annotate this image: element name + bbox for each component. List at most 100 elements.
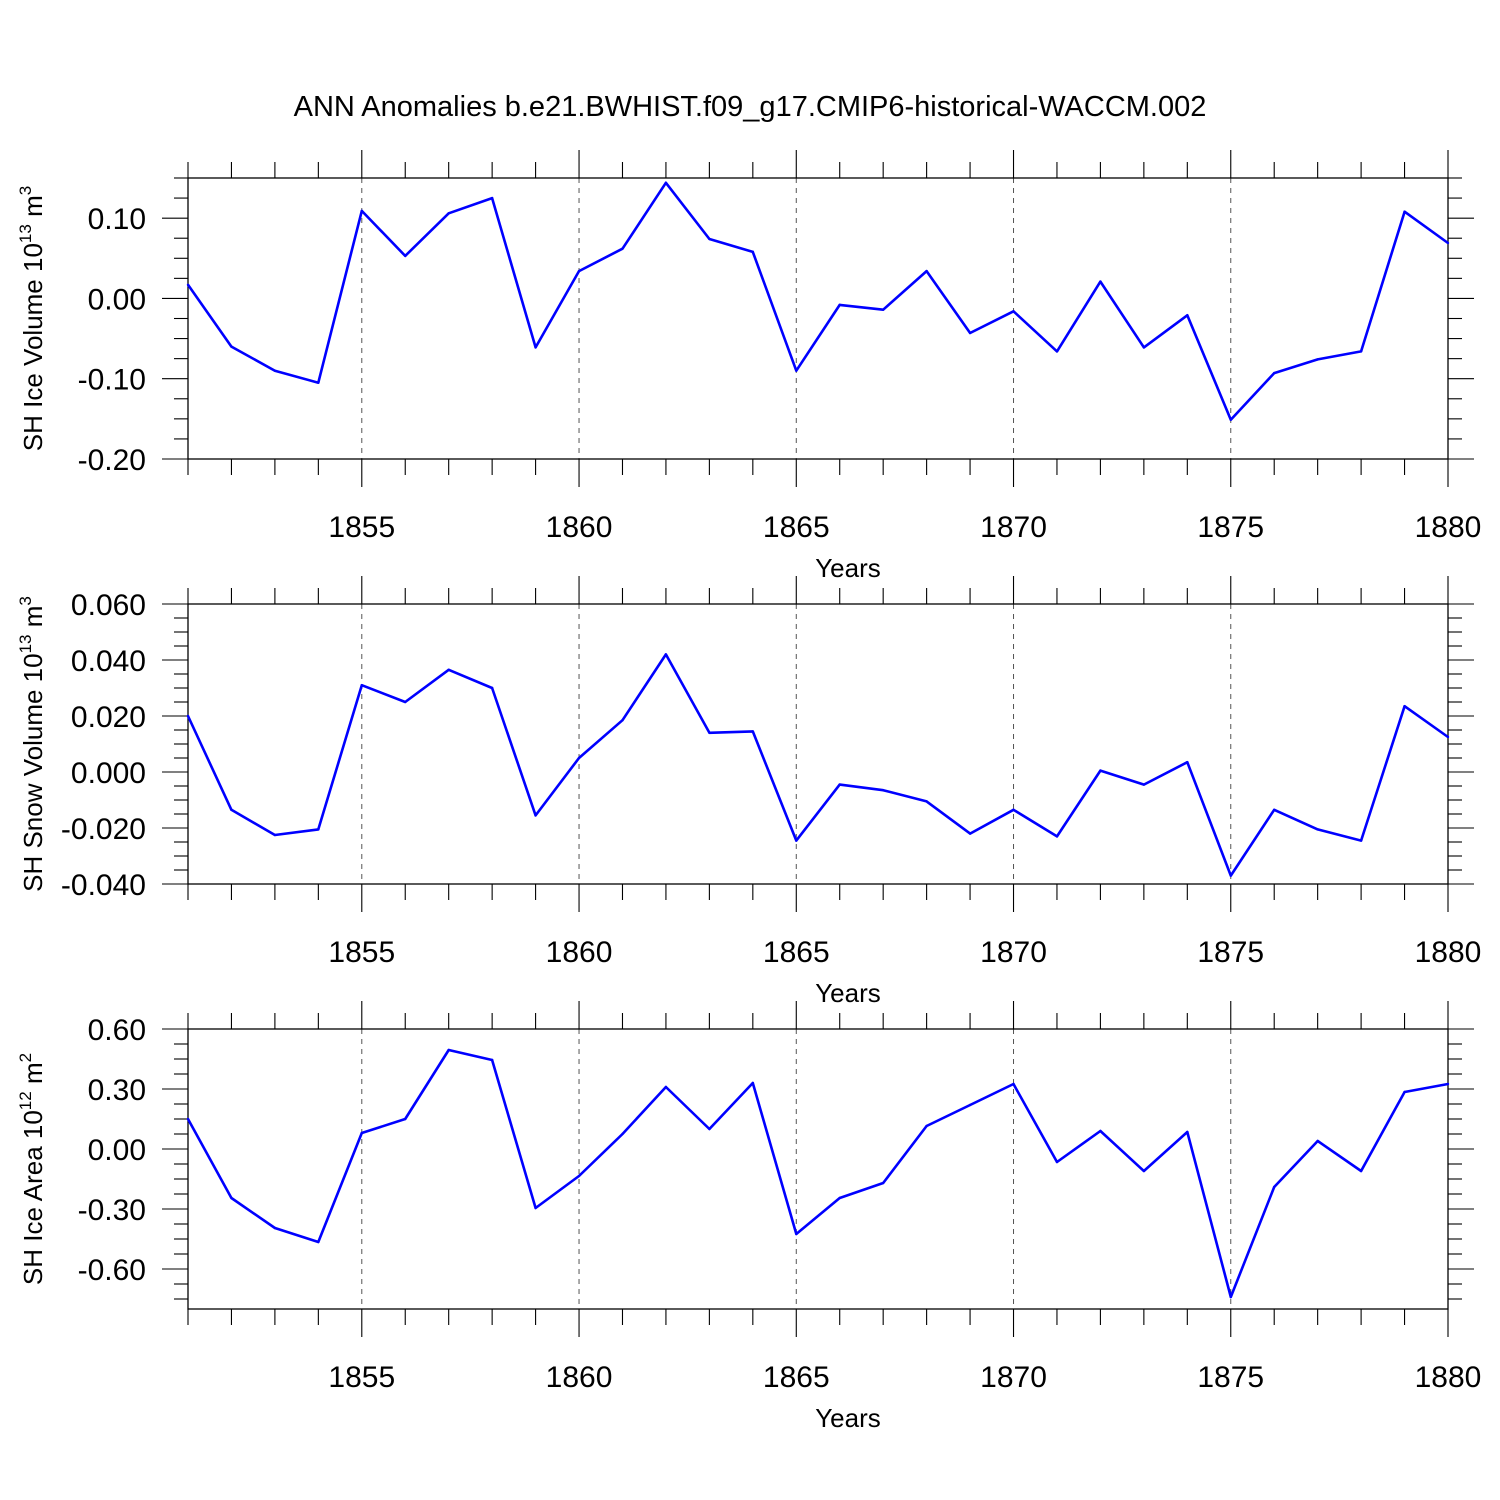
- data-point: [317, 828, 320, 831]
- x-tick-label: 1865: [763, 511, 830, 544]
- data-point: [1142, 346, 1146, 349]
- y-tick-label: -0.60: [78, 1254, 146, 1287]
- y-axis-label: SH Ice Volume 1013 m3: [16, 186, 48, 451]
- y-tick-label: -0.20: [78, 444, 146, 477]
- series-line: [186, 181, 1449, 422]
- data-point: [273, 369, 277, 372]
- data-point: [881, 1181, 885, 1185]
- data-point: [1012, 310, 1015, 313]
- data-point: [186, 1117, 190, 1121]
- data-point: [621, 247, 624, 250]
- x-tick-label: 1855: [328, 511, 395, 544]
- y-tick-label: 0.000: [71, 757, 146, 790]
- y-tick-label: 0.060: [71, 589, 146, 622]
- data-point: [1055, 1160, 1059, 1164]
- data-point: [230, 345, 233, 348]
- data-point: [360, 1131, 363, 1135]
- x-tick-label: 1875: [1197, 936, 1264, 969]
- data-point: [447, 668, 450, 671]
- plot-frame: [187, 177, 1449, 460]
- y-tick-label: 0.00: [88, 1134, 146, 1167]
- data-point: [664, 653, 668, 656]
- data-point: [447, 1048, 450, 1052]
- y-tick-label: -0.040: [61, 869, 146, 902]
- data-point: [881, 789, 885, 792]
- x-tick-label: 1860: [546, 1361, 613, 1394]
- x-axis-label: Years: [815, 978, 881, 1008]
- data-point: [1446, 1082, 1450, 1086]
- data-point: [534, 814, 537, 817]
- data-point: [751, 1081, 755, 1085]
- plot-frame: [187, 1028, 1449, 1310]
- x-tick-label: 1880: [1415, 1361, 1482, 1394]
- data-point: [1273, 1185, 1276, 1189]
- y-axis-label: SH Snow Volume 1013 m3: [16, 596, 48, 892]
- y-tick-label: 0.00: [88, 283, 146, 316]
- data-point: [708, 731, 711, 734]
- data-point: [838, 1196, 841, 1200]
- data-point: [925, 269, 928, 273]
- data-point: [1186, 314, 1189, 317]
- data-point: [1229, 418, 1232, 421]
- data-point: [447, 212, 450, 215]
- data-point: [664, 1085, 668, 1089]
- data-point: [317, 381, 320, 384]
- data-point: [1273, 371, 1276, 375]
- x-tick-label: 1870: [980, 936, 1047, 969]
- data-point: [795, 1232, 798, 1236]
- data-point: [1359, 839, 1363, 842]
- data-point: [1359, 350, 1363, 353]
- data-point: [273, 1226, 277, 1230]
- data-point: [968, 331, 972, 335]
- y-tick-label: -0.30: [78, 1194, 146, 1227]
- y-tick-label: 0.040: [71, 645, 146, 678]
- data-point: [230, 1196, 233, 1200]
- data-point: [1099, 769, 1102, 772]
- data-point: [1446, 735, 1450, 739]
- data-point: [1099, 1129, 1102, 1133]
- data-point: [490, 686, 494, 690]
- y-tick-label: -0.10: [78, 364, 146, 397]
- x-tick-label: 1875: [1197, 1361, 1264, 1394]
- data-point: [273, 833, 277, 837]
- x-tick-label: 1865: [763, 936, 830, 969]
- data-point: [404, 254, 407, 258]
- data-point: [795, 839, 798, 842]
- x-tick-label: 1875: [1197, 511, 1264, 544]
- series-line: [186, 653, 1449, 877]
- data-point: [708, 1127, 711, 1131]
- data-point: [490, 196, 494, 200]
- x-tick-label: 1860: [546, 936, 613, 969]
- panel-2: -0.040 -0.020 0.000 0.020 0.040 0.060 1855 1860…: [16, 576, 1481, 1008]
- data-point: [490, 1058, 494, 1062]
- data-point: [404, 1117, 407, 1121]
- data-point: [317, 1240, 320, 1244]
- x-axis-label: Years: [815, 1403, 881, 1433]
- data-point: [230, 808, 233, 811]
- data-point: [1012, 1082, 1015, 1086]
- y-axis-label: SH Ice Area 1012 m2: [16, 1053, 48, 1285]
- x-tick-label: 1855: [328, 1361, 395, 1394]
- y-tick-label: 0.020: [71, 701, 146, 734]
- data-point: [838, 303, 841, 307]
- y-tick-label: 0.10: [88, 203, 146, 236]
- data-point: [360, 209, 363, 213]
- data-point: [1229, 1295, 1232, 1299]
- data-point: [186, 283, 190, 286]
- data-point: [1186, 761, 1189, 764]
- panel-3: -0.60 -0.30 0.00 0.30 0.60 1855 1860 1865 1870 18…: [16, 1001, 1481, 1433]
- data-point: [881, 308, 885, 311]
- x-tick-label: 1860: [546, 511, 613, 544]
- data-point: [1012, 808, 1015, 811]
- panels: -0.20 -0.10 0.00 0.10 1855 1860 1865 1870 1875 18…: [16, 150, 1481, 1433]
- data-point: [1142, 783, 1146, 786]
- data-point: [925, 1124, 928, 1128]
- x-tick-label: 1880: [1415, 936, 1482, 969]
- data-point: [838, 783, 841, 786]
- data-point: [1359, 1169, 1363, 1173]
- data-point: [1316, 828, 1319, 831]
- y-tick-label: -0.020: [61, 813, 146, 846]
- panel-1: -0.20 -0.10 0.00 0.10 1855 1860 1865 1870 1875 18…: [16, 150, 1481, 583]
- data-point: [534, 1206, 537, 1210]
- data-point: [1316, 1139, 1319, 1143]
